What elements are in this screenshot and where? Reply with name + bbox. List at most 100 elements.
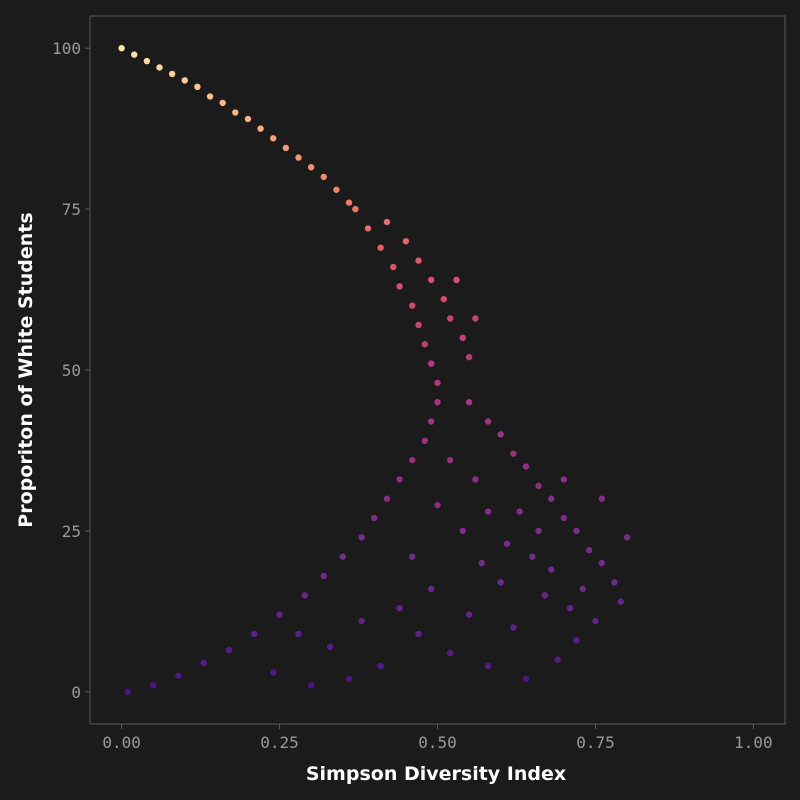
data-point bbox=[415, 321, 422, 329]
data-point bbox=[181, 77, 188, 84]
x-tick-label: 0.00 bbox=[102, 733, 141, 752]
data-point bbox=[124, 688, 132, 696]
data-point bbox=[427, 276, 435, 284]
data-point bbox=[200, 659, 207, 667]
data-point bbox=[409, 553, 416, 560]
data-point bbox=[206, 93, 214, 100]
data-point bbox=[573, 637, 580, 644]
data-point bbox=[244, 115, 252, 123]
data-point bbox=[409, 302, 416, 309]
data-point bbox=[516, 508, 523, 515]
data-point bbox=[415, 630, 422, 638]
data-point bbox=[251, 630, 258, 638]
data-point bbox=[446, 456, 454, 464]
data-point bbox=[617, 598, 624, 605]
data-point bbox=[566, 604, 574, 612]
data-point bbox=[219, 99, 226, 107]
data-point bbox=[484, 418, 492, 425]
data-point bbox=[156, 64, 163, 71]
data-point bbox=[371, 514, 378, 522]
data-point bbox=[232, 109, 239, 116]
y-tick-label: 100 bbox=[52, 39, 81, 58]
data-point bbox=[257, 125, 264, 132]
data-point bbox=[402, 238, 410, 245]
data-point bbox=[560, 514, 568, 522]
data-point bbox=[282, 144, 290, 152]
data-point bbox=[345, 199, 353, 206]
data-point bbox=[415, 257, 422, 264]
data-point bbox=[175, 672, 182, 679]
data-point bbox=[421, 341, 429, 348]
data-point bbox=[510, 624, 517, 631]
data-point bbox=[143, 57, 151, 65]
data-point bbox=[421, 437, 429, 444]
data-point bbox=[320, 173, 327, 181]
data-point bbox=[446, 315, 454, 322]
data-point bbox=[339, 553, 346, 560]
data-point bbox=[535, 482, 542, 490]
data-point bbox=[598, 495, 605, 502]
data-point bbox=[358, 534, 365, 541]
data-point bbox=[434, 501, 441, 509]
data-point bbox=[459, 334, 466, 342]
panel-border bbox=[89, 15, 786, 725]
data-point bbox=[307, 164, 315, 171]
data-point bbox=[497, 431, 504, 438]
data-point bbox=[118, 44, 125, 52]
data-point bbox=[478, 559, 485, 567]
data-point bbox=[364, 225, 372, 232]
x-tick-label: 0.75 bbox=[576, 733, 615, 752]
data-point bbox=[396, 604, 403, 612]
data-point bbox=[345, 675, 353, 683]
data-point bbox=[497, 579, 504, 586]
data-point bbox=[585, 547, 593, 554]
data-point bbox=[573, 527, 580, 535]
data-point bbox=[484, 662, 492, 670]
data-point bbox=[377, 662, 384, 670]
data-point bbox=[168, 70, 176, 78]
data-point bbox=[472, 476, 479, 483]
data-point bbox=[453, 276, 460, 284]
data-point bbox=[427, 418, 435, 425]
data-point bbox=[434, 379, 441, 387]
data-point bbox=[383, 218, 391, 226]
data-point bbox=[446, 650, 454, 657]
y-tick-label: 50 bbox=[62, 361, 81, 380]
data-point bbox=[623, 534, 631, 541]
data-point bbox=[427, 360, 435, 367]
data-point bbox=[535, 527, 542, 535]
data-point bbox=[409, 456, 416, 464]
data-point bbox=[598, 559, 605, 567]
data-point bbox=[149, 682, 157, 689]
data-point bbox=[440, 296, 448, 303]
data-point bbox=[459, 527, 466, 535]
x-tick-label: 0.50 bbox=[418, 733, 457, 752]
data-point bbox=[548, 566, 555, 573]
data-point bbox=[541, 592, 549, 599]
data-point bbox=[295, 154, 302, 161]
x-axis: 0.00 0.25 0.50 0.75 1.00 bbox=[102, 724, 773, 752]
data-point bbox=[465, 353, 473, 361]
x-tick-label: 0.25 bbox=[260, 733, 299, 752]
data-point bbox=[510, 450, 517, 457]
data-point bbox=[390, 263, 397, 271]
y-tick-label: 75 bbox=[62, 200, 81, 219]
points-layer bbox=[118, 44, 631, 696]
y-axis: 0 25 50 75 100 bbox=[52, 39, 90, 702]
data-point bbox=[465, 398, 473, 406]
data-point bbox=[592, 617, 599, 625]
data-point bbox=[554, 656, 561, 663]
data-point bbox=[320, 572, 327, 580]
y-tick-label: 25 bbox=[62, 522, 81, 541]
data-point bbox=[194, 83, 201, 91]
data-point bbox=[548, 495, 555, 502]
data-point bbox=[522, 463, 530, 470]
data-point bbox=[301, 592, 309, 599]
data-point bbox=[529, 553, 536, 560]
y-tick-label: 0 bbox=[71, 683, 81, 702]
data-point bbox=[383, 495, 391, 502]
data-point bbox=[472, 315, 479, 322]
data-point bbox=[503, 540, 511, 547]
data-point bbox=[465, 611, 473, 618]
data-point bbox=[484, 508, 492, 515]
